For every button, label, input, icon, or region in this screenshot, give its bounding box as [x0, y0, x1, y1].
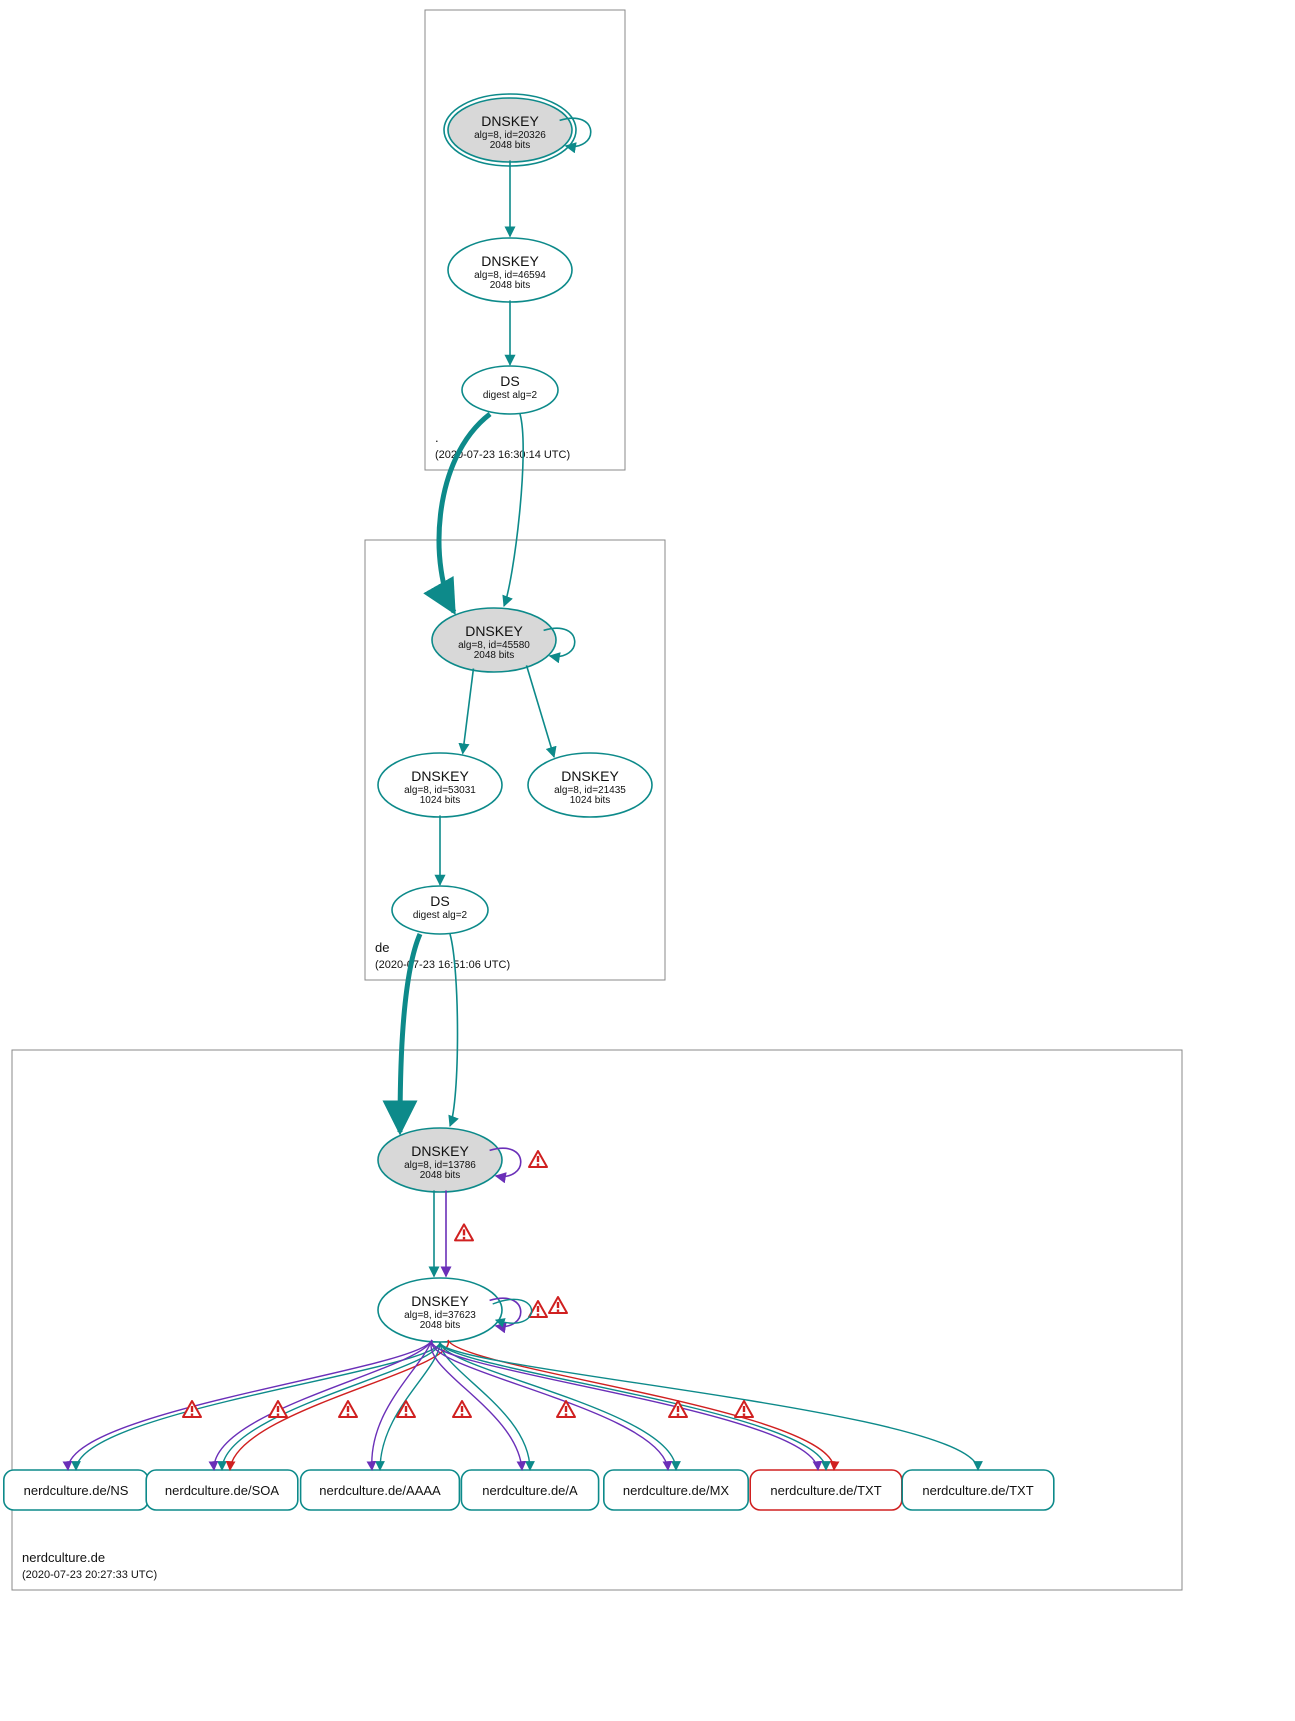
zone-timestamp-leaf: (2020-07-23 20:27:33 UTC)	[22, 1569, 157, 1581]
node-leaf_zsk: DNSKEYalg=8, id=376232048 bits	[378, 1278, 502, 1342]
svg-text:nerdculture.de/NS: nerdculture.de/NS	[24, 1483, 129, 1498]
svg-text:digest alg=2: digest alg=2	[413, 910, 468, 921]
svg-text:digest alg=2: digest alg=2	[483, 390, 538, 401]
edge	[527, 665, 555, 757]
svg-text:nerdculture.de/AAAA: nerdculture.de/AAAA	[319, 1483, 441, 1498]
node-de_zsk1: DNSKEYalg=8, id=530311024 bits	[378, 753, 502, 817]
node-de_ksk: DNSKEYalg=8, id=455802048 bits	[432, 608, 556, 672]
warning-icon	[453, 1401, 471, 1417]
warning-icon	[455, 1224, 473, 1240]
svg-text:DNSKEY: DNSKEY	[411, 1293, 469, 1309]
svg-text:nerdculture.de/MX: nerdculture.de/MX	[623, 1483, 730, 1498]
rr-edge-purple	[214, 1340, 432, 1470]
warning-icon	[269, 1401, 287, 1417]
svg-text:1024 bits: 1024 bits	[420, 795, 461, 806]
svg-text:nerdculture.de/TXT: nerdculture.de/TXT	[922, 1483, 1033, 1498]
node-root_ds: DSdigest alg=2	[462, 366, 558, 414]
svg-text:DNSKEY: DNSKEY	[481, 113, 539, 129]
node-de_ds: DSdigest alg=2	[392, 886, 488, 934]
warning-icon	[339, 1401, 357, 1417]
svg-text:DS: DS	[430, 893, 449, 909]
warning-icon	[549, 1297, 567, 1313]
delegation-edge-thick	[439, 414, 490, 612]
warning-icon	[735, 1401, 753, 1417]
zone-label-leaf: nerdculture.de	[22, 1550, 105, 1565]
delegation-edge-thin	[504, 414, 523, 606]
svg-text:nerdculture.de/A: nerdculture.de/A	[482, 1483, 578, 1498]
svg-text:DS: DS	[500, 373, 519, 389]
svg-text:1024 bits: 1024 bits	[570, 795, 611, 806]
svg-text:2048 bits: 2048 bits	[490, 140, 531, 151]
node-leaf_ksk: DNSKEYalg=8, id=137862048 bits	[378, 1128, 502, 1192]
svg-text:2048 bits: 2048 bits	[490, 280, 531, 291]
warning-icon	[557, 1401, 575, 1417]
svg-text:DNSKEY: DNSKEY	[411, 768, 469, 784]
rr-edge-teal	[76, 1342, 440, 1470]
warning-icon	[529, 1151, 547, 1167]
svg-text:DNSKEY: DNSKEY	[411, 1143, 469, 1159]
rr-edge-teal	[440, 1342, 978, 1470]
svg-text:DNSKEY: DNSKEY	[481, 253, 539, 269]
node-root_ksk: DNSKEYalg=8, id=203262048 bits	[444, 94, 576, 166]
zone-label-root: .	[435, 430, 439, 445]
zone-label-de: de	[375, 940, 389, 955]
svg-text:nerdculture.de/SOA: nerdculture.de/SOA	[165, 1483, 280, 1498]
rr-edge-purple	[68, 1340, 432, 1470]
svg-text:2048 bits: 2048 bits	[420, 1320, 461, 1331]
node-de_zsk2: DNSKEYalg=8, id=214351024 bits	[528, 753, 652, 817]
svg-text:DNSKEY: DNSKEY	[561, 768, 619, 784]
zone-timestamp-de: (2020-07-23 16:51:06 UTC)	[375, 959, 510, 971]
svg-text:2048 bits: 2048 bits	[420, 1170, 461, 1181]
edge	[463, 668, 474, 753]
svg-text:2048 bits: 2048 bits	[474, 650, 515, 661]
rr-edge-red	[230, 1340, 448, 1470]
svg-text:nerdculture.de/TXT: nerdculture.de/TXT	[770, 1483, 881, 1498]
node-root_zsk: DNSKEYalg=8, id=465942048 bits	[448, 238, 572, 302]
svg-text:DNSKEY: DNSKEY	[465, 623, 523, 639]
